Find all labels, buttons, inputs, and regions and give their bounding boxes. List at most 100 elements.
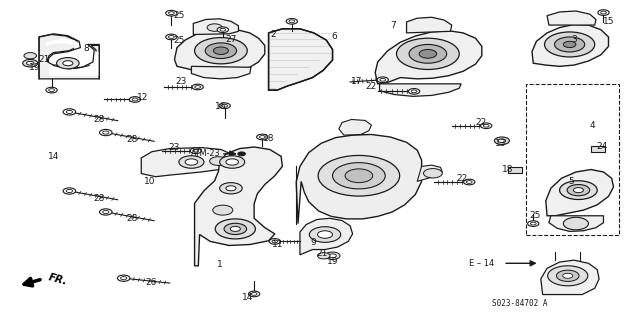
Circle shape — [63, 109, 76, 115]
Circle shape — [325, 252, 340, 260]
Circle shape — [219, 103, 230, 108]
Polygon shape — [46, 38, 99, 76]
Circle shape — [205, 43, 237, 58]
Polygon shape — [339, 120, 371, 135]
Text: 12: 12 — [138, 93, 149, 102]
Text: 4: 4 — [590, 121, 596, 130]
Circle shape — [63, 61, 73, 66]
Circle shape — [49, 89, 54, 92]
Circle shape — [24, 53, 36, 59]
Polygon shape — [193, 19, 239, 34]
Text: 8: 8 — [84, 44, 90, 53]
Circle shape — [397, 38, 460, 70]
Circle shape — [132, 98, 138, 101]
Circle shape — [252, 293, 257, 295]
Text: 27: 27 — [225, 35, 237, 44]
Circle shape — [120, 277, 127, 280]
Circle shape — [26, 61, 34, 65]
Circle shape — [102, 131, 109, 134]
Circle shape — [210, 157, 227, 166]
Text: 24: 24 — [596, 143, 608, 152]
Text: 11: 11 — [271, 240, 283, 249]
Circle shape — [408, 89, 420, 94]
Circle shape — [531, 222, 536, 225]
Text: 25: 25 — [529, 211, 541, 220]
Text: 28: 28 — [93, 194, 105, 203]
Polygon shape — [380, 84, 461, 96]
Circle shape — [195, 85, 200, 88]
FancyBboxPatch shape — [591, 146, 605, 152]
Circle shape — [424, 168, 442, 178]
Circle shape — [226, 186, 236, 191]
Text: 28: 28 — [93, 115, 105, 124]
Text: 26: 26 — [145, 278, 156, 286]
Text: 10: 10 — [143, 177, 155, 186]
Circle shape — [555, 37, 585, 52]
Text: E – 14: E – 14 — [469, 259, 494, 268]
Text: 14: 14 — [242, 293, 253, 301]
Text: 2: 2 — [270, 30, 276, 39]
Circle shape — [99, 209, 112, 215]
Circle shape — [117, 275, 130, 281]
Circle shape — [329, 254, 336, 258]
Polygon shape — [547, 11, 596, 25]
Circle shape — [166, 34, 177, 40]
Polygon shape — [406, 17, 452, 33]
Text: 23: 23 — [169, 143, 180, 152]
Circle shape — [463, 179, 475, 185]
Circle shape — [220, 183, 242, 194]
Polygon shape — [175, 29, 265, 73]
Circle shape — [224, 223, 246, 234]
Circle shape — [63, 188, 76, 194]
Text: 1: 1 — [217, 260, 223, 269]
Circle shape — [46, 87, 57, 93]
Circle shape — [168, 35, 174, 38]
Circle shape — [257, 134, 268, 140]
Text: 16: 16 — [215, 102, 227, 111]
Circle shape — [548, 266, 588, 286]
Circle shape — [195, 38, 247, 64]
Circle shape — [567, 184, 589, 196]
Text: 17: 17 — [351, 77, 362, 86]
Circle shape — [467, 181, 472, 183]
Circle shape — [377, 77, 388, 83]
Text: S023-84702 A: S023-84702 A — [493, 299, 548, 308]
Text: 19: 19 — [327, 256, 339, 266]
Circle shape — [99, 130, 112, 136]
Circle shape — [213, 47, 228, 55]
Circle shape — [559, 181, 597, 199]
Circle shape — [238, 152, 245, 156]
Polygon shape — [191, 66, 251, 79]
Circle shape — [527, 221, 539, 226]
Polygon shape — [296, 135, 422, 224]
Polygon shape — [269, 29, 333, 90]
Circle shape — [481, 123, 492, 129]
Polygon shape — [300, 218, 353, 255]
Circle shape — [563, 217, 588, 230]
Circle shape — [259, 136, 265, 138]
Text: 14: 14 — [48, 152, 59, 161]
Text: 5: 5 — [568, 177, 573, 186]
Circle shape — [498, 139, 506, 143]
Circle shape — [168, 12, 174, 15]
Circle shape — [217, 27, 228, 33]
Circle shape — [212, 205, 233, 215]
Text: ATM-23: ATM-23 — [191, 149, 221, 158]
Circle shape — [483, 124, 489, 127]
Text: 22: 22 — [366, 83, 377, 92]
Circle shape — [67, 189, 72, 193]
Text: 19: 19 — [29, 63, 40, 72]
Circle shape — [598, 10, 609, 15]
Text: 7: 7 — [390, 20, 396, 30]
Circle shape — [226, 159, 239, 165]
Circle shape — [185, 159, 198, 165]
Circle shape — [192, 84, 204, 90]
Circle shape — [601, 11, 606, 14]
Text: FR.: FR. — [47, 272, 68, 287]
Circle shape — [573, 188, 584, 193]
FancyBboxPatch shape — [508, 167, 522, 173]
Text: 13: 13 — [495, 139, 506, 148]
Polygon shape — [549, 216, 604, 231]
Text: 18: 18 — [502, 165, 514, 174]
Polygon shape — [532, 25, 609, 66]
